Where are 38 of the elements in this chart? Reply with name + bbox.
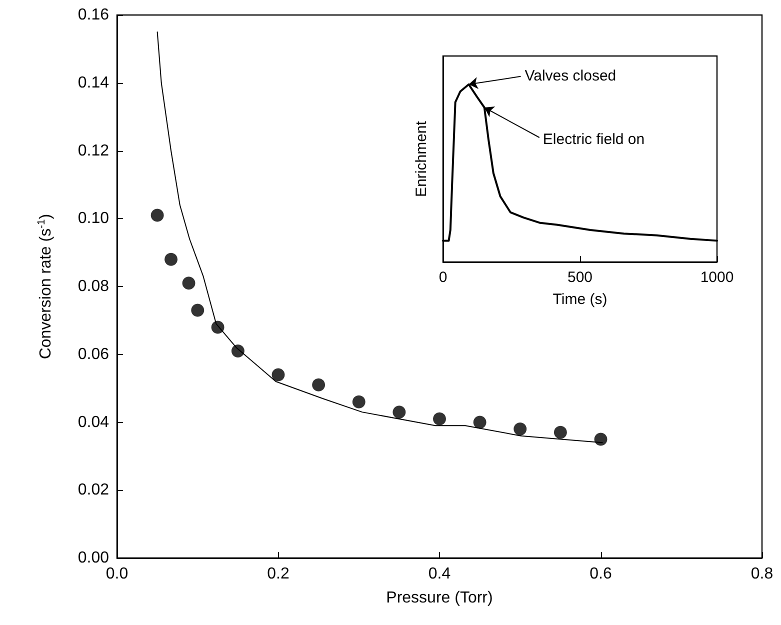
point <box>473 416 486 429</box>
point <box>164 252 178 266</box>
point <box>150 208 164 222</box>
x-tick-label: 0.2 <box>267 566 290 582</box>
point <box>433 412 446 426</box>
x-tick-label: 0.8 <box>750 566 774 582</box>
point <box>514 422 527 436</box>
y-axis-title: Conversion rate (s-1) <box>36 214 54 360</box>
y-tick-label: 0.10 <box>78 210 110 228</box>
point <box>594 432 608 446</box>
x-tick-label: 0 <box>438 269 448 286</box>
point <box>272 368 285 382</box>
x-tick-label: 0.0 <box>106 566 128 582</box>
y-tick-label: 0.06 <box>78 346 110 363</box>
y-tick-label: 0.02 <box>78 482 110 499</box>
point <box>211 320 224 334</box>
annotation: Electric field on <box>542 130 645 148</box>
x-tick-label: 0.6 <box>590 566 612 582</box>
x-tick-label: 1000 <box>700 269 734 286</box>
point <box>231 344 244 358</box>
point <box>554 426 567 439</box>
point <box>191 304 204 317</box>
y-tick-label: 0.14 <box>78 74 110 92</box>
x-axis-title: Pressure (Torr) <box>386 590 493 606</box>
y-tick-label: 0.04 <box>78 414 110 431</box>
x-axis-title: Time (s) <box>552 291 608 308</box>
point <box>352 395 366 408</box>
point <box>182 276 196 290</box>
point <box>312 378 326 392</box>
x-tick-label: 0.4 <box>428 566 451 582</box>
y-axis-title: Enrichment <box>413 120 430 197</box>
y-tick-label: 0.16 <box>78 6 110 24</box>
y-tick-label: 0.12 <box>78 142 110 160</box>
x-tick-label: 500 <box>567 269 593 286</box>
y-tick-label: 0.08 <box>78 278 110 295</box>
y-tick-label: 0.00 <box>78 550 110 566</box>
point <box>392 406 406 419</box>
annotation: Valves closed <box>524 67 616 84</box>
